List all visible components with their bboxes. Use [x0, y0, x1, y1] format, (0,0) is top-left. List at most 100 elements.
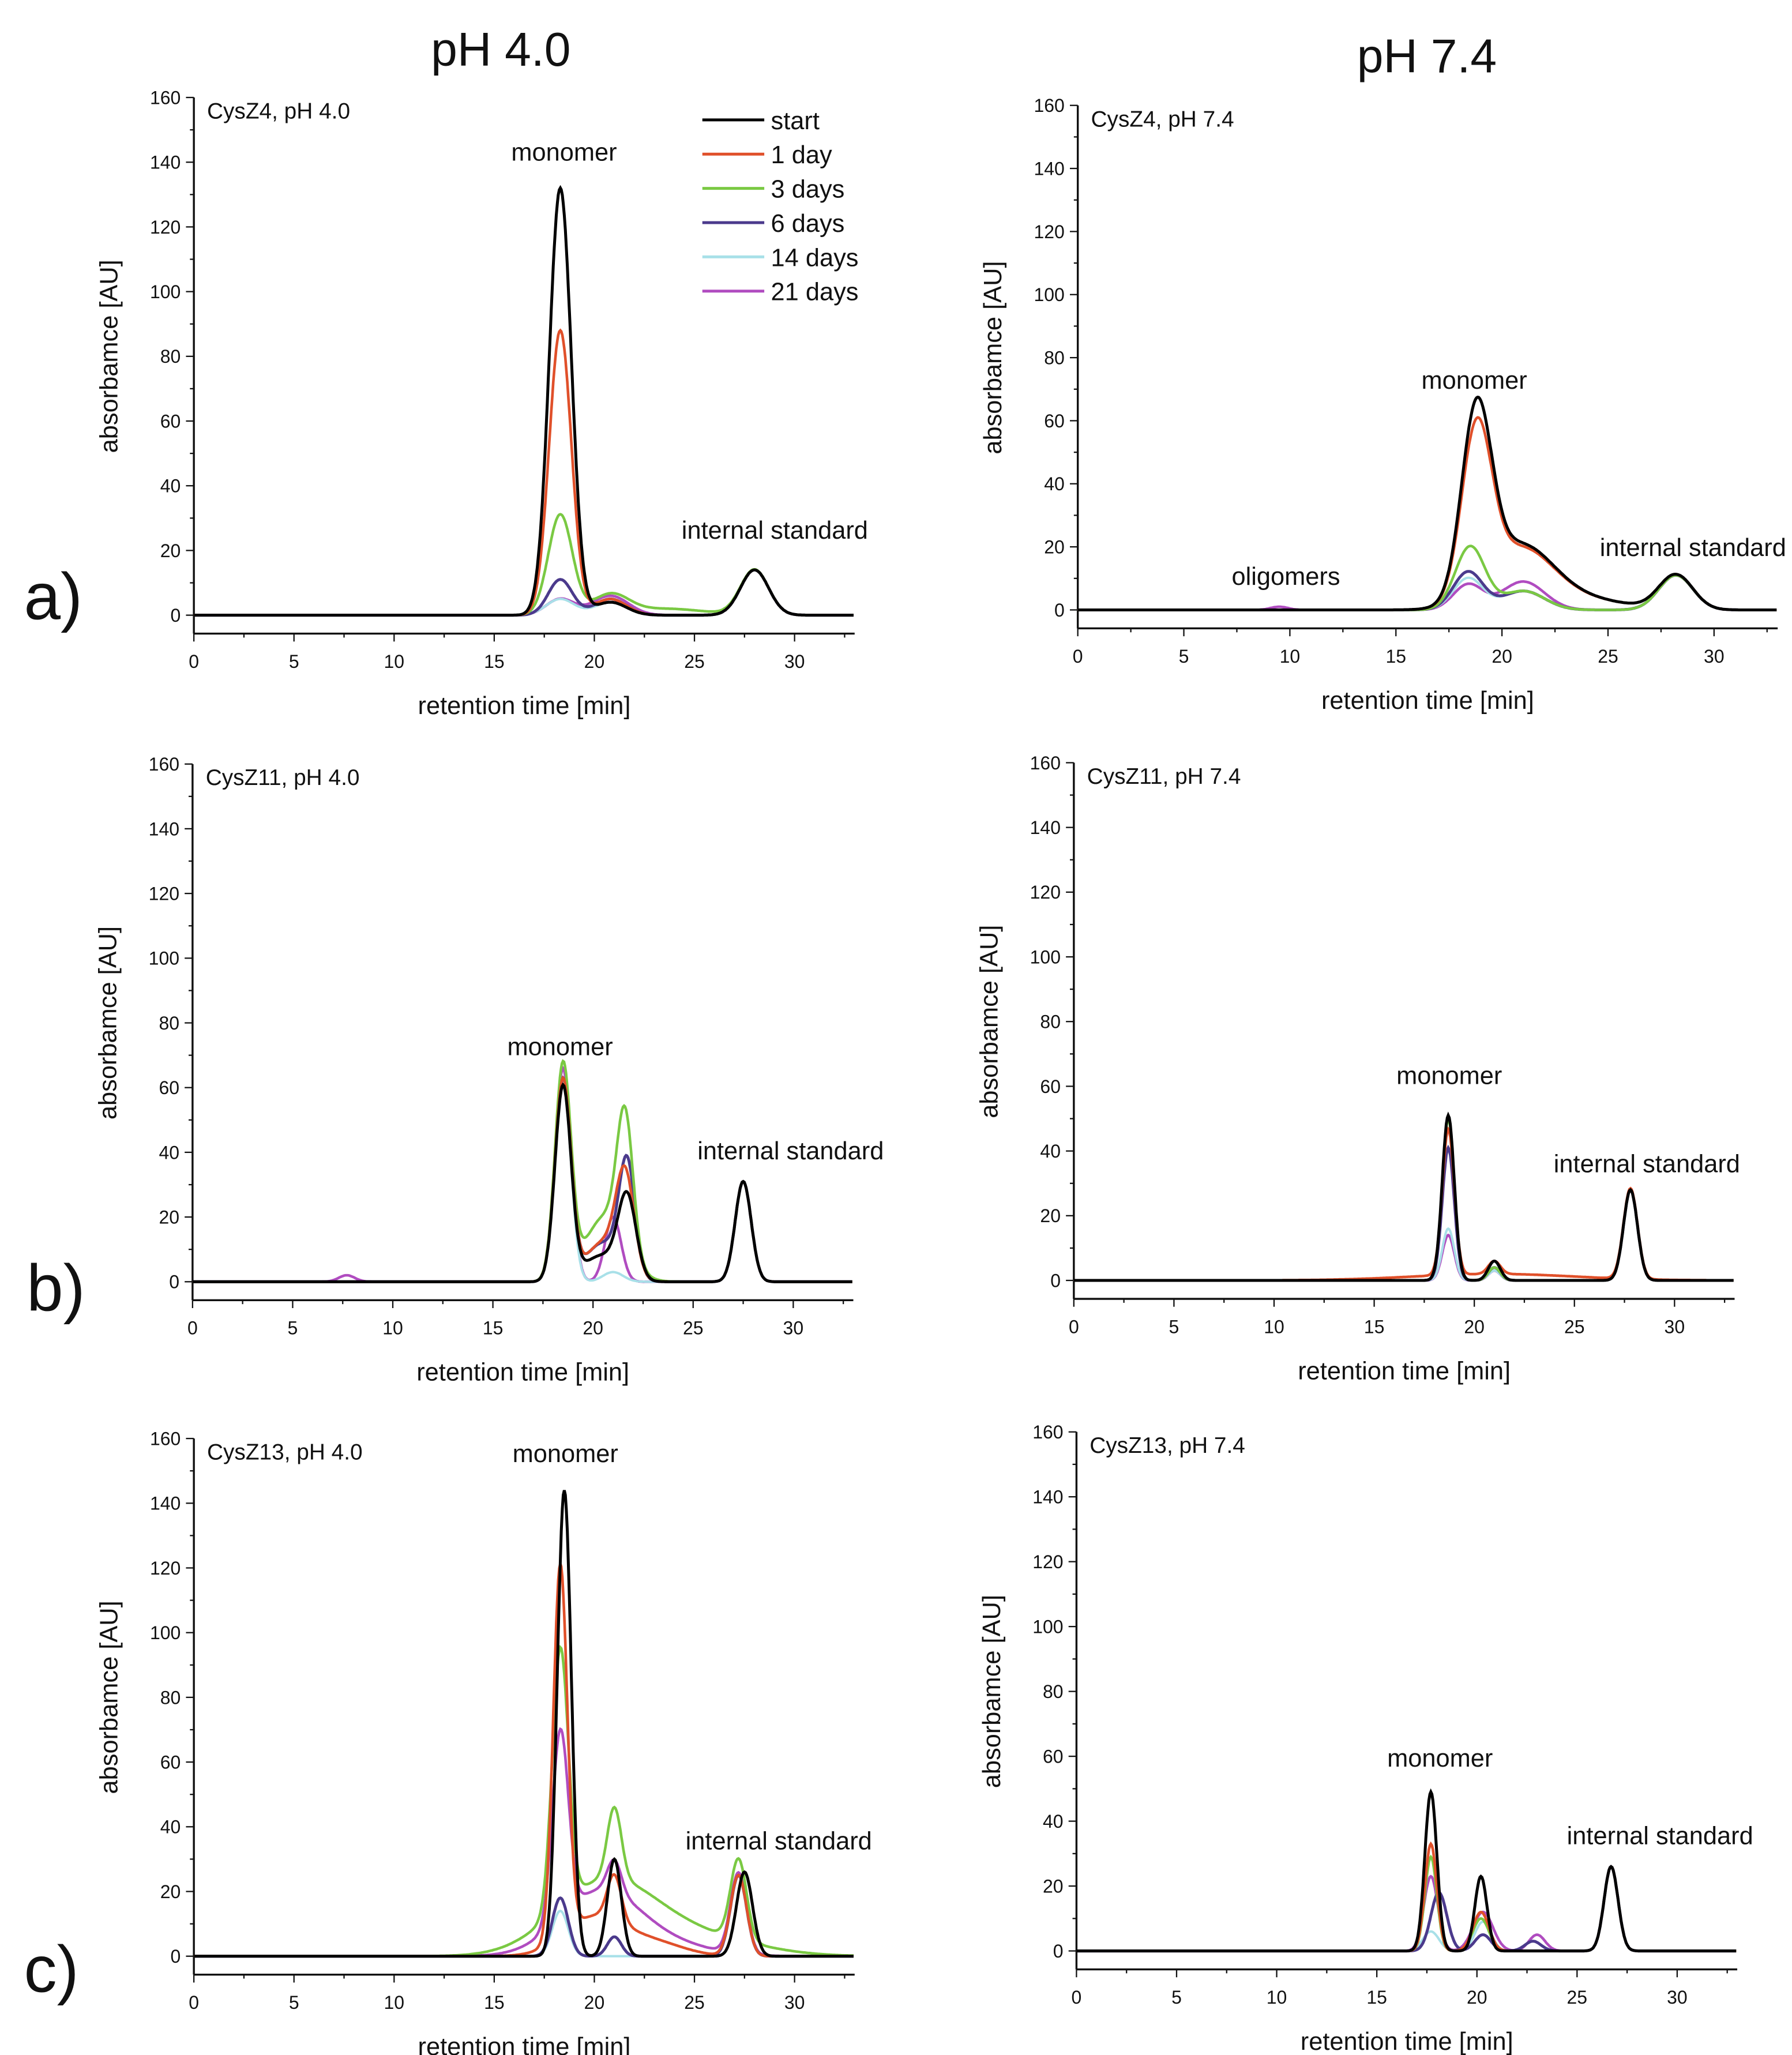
- y-tick-label: 60: [160, 1752, 181, 1773]
- header-ph40: pH 4.0: [431, 24, 570, 76]
- y-tick-label: 160: [150, 87, 181, 108]
- annotation: monomer: [511, 139, 617, 167]
- series-line-21-days: [192, 1065, 852, 1283]
- x-tick-label: 30: [1667, 1987, 1688, 2008]
- y-tick-label: 140: [1030, 817, 1061, 838]
- series-line-start: [194, 185, 854, 617]
- annotation: oligomers: [1232, 563, 1340, 591]
- y-tick-label: 140: [149, 818, 179, 839]
- y-axis-label: absorbamce [AU]: [94, 926, 122, 1119]
- series-line-21-days: [194, 568, 854, 617]
- x-tick-label: 10: [384, 1992, 405, 2013]
- legend-label: 6 days: [771, 210, 845, 238]
- x-tick-label: 5: [289, 651, 299, 672]
- annotation: internal standard: [1600, 534, 1786, 562]
- legend-label: 14 days: [771, 244, 859, 272]
- annotation: internal standard: [682, 517, 868, 544]
- x-tick-label: 5: [289, 1992, 299, 2013]
- annotation: monomer: [513, 1440, 618, 1468]
- y-tick-label: 40: [160, 1817, 181, 1838]
- chart-panel-6: 0 5 10 15 20 25 30 0 20 40 60 80 100 120 140 160 CysZ13,…: [978, 1422, 1753, 2055]
- chart-title: CysZ11, pH 4.0: [206, 765, 360, 790]
- x-axis-label: retention time [min]: [1298, 1357, 1511, 1385]
- x-tick-label: 30: [1704, 646, 1725, 667]
- y-tick-label: 80: [159, 1013, 179, 1034]
- series-line-start: [192, 1082, 852, 1283]
- y-tick-label: 100: [1030, 946, 1061, 967]
- series-line-1-day: [194, 1558, 854, 1958]
- chart-title: CysZ11, pH 7.4: [1087, 764, 1241, 789]
- series-line-start: [1077, 396, 1777, 611]
- series-line-14-days: [1077, 574, 1777, 611]
- x-tick-label: 10: [384, 651, 405, 672]
- series-line-21-days: [1076, 1865, 1737, 1952]
- y-tick-label: 80: [160, 346, 181, 367]
- y-tick-label: 80: [160, 1687, 181, 1708]
- x-axis-label: retention time [min]: [1301, 2028, 1513, 2055]
- x-tick-label: 30: [784, 1992, 805, 2013]
- y-tick-label: 40: [160, 476, 181, 497]
- y-tick-label: 60: [1044, 411, 1065, 431]
- annotation: internal standard: [1567, 1823, 1753, 1850]
- panel-label-c: c): [24, 1933, 79, 2006]
- y-tick-label: 0: [1054, 600, 1065, 621]
- chart-panel-4: 0 5 10 15 20 25 30 0 20 40 60 80 100 120 140 160 CysZ11,…: [975, 753, 1740, 1385]
- y-tick-label: 20: [1040, 1205, 1061, 1226]
- x-tick-label: 15: [484, 1992, 505, 2013]
- y-tick-label: 40: [1043, 1811, 1064, 1832]
- chart-title: CysZ13, pH 7.4: [1090, 1433, 1245, 1458]
- x-tick-label: 15: [484, 651, 505, 672]
- y-tick-label: 140: [150, 152, 181, 173]
- x-tick-label: 0: [1072, 1987, 1082, 2008]
- y-tick-label: 60: [159, 1077, 179, 1098]
- series-line-14-days: [192, 1082, 852, 1283]
- series-line-1-day: [192, 1075, 852, 1283]
- y-tick-label: 120: [1034, 221, 1065, 242]
- x-tick-label: 20: [1492, 646, 1512, 667]
- legend-label: 21 days: [771, 279, 859, 306]
- x-tick-label: 20: [583, 1318, 603, 1339]
- y-tick-label: 160: [149, 754, 179, 775]
- x-tick-label: 20: [1464, 1316, 1485, 1337]
- x-tick-label: 5: [1169, 1316, 1179, 1337]
- series-line-3-days: [192, 1059, 852, 1283]
- x-tick-label: 0: [189, 651, 199, 672]
- y-tick-label: 0: [1050, 1270, 1061, 1291]
- y-tick-label: 120: [1032, 1551, 1063, 1572]
- y-tick-label: 100: [149, 948, 179, 969]
- y-tick-label: 80: [1044, 348, 1065, 369]
- annotation: monomer: [1396, 1062, 1502, 1090]
- x-axis-label: retention time [min]: [416, 1359, 629, 1387]
- y-tick-label: 40: [1040, 1141, 1061, 1162]
- chart-panel-1: 0 5 10 15 20 25 30 0 20 40 60 80 100 120 140 160 CysZ4, …: [96, 87, 868, 719]
- x-tick-label: 10: [1280, 646, 1301, 667]
- y-tick-label: 100: [1034, 284, 1065, 305]
- y-tick-label: 20: [1044, 537, 1065, 558]
- x-tick-label: 20: [584, 651, 605, 672]
- chart-title: CysZ4, pH 7.4: [1091, 107, 1234, 132]
- y-axis-label: absorbamce [AU]: [96, 1601, 123, 1794]
- y-tick-label: 100: [150, 1622, 181, 1643]
- x-tick-label: 0: [1069, 1316, 1079, 1337]
- y-tick-label: 0: [169, 1272, 179, 1293]
- y-tick-label: 40: [159, 1142, 179, 1163]
- y-tick-label: 60: [160, 411, 181, 431]
- x-tick-label: 25: [1567, 1987, 1588, 2008]
- y-tick-label: 160: [1034, 95, 1065, 116]
- y-tick-label: 40: [1044, 474, 1065, 494]
- series-line-start: [1076, 1788, 1737, 1953]
- x-tick-label: 10: [1264, 1316, 1284, 1337]
- annotation: monomer: [1387, 1745, 1493, 1772]
- chart-title: CysZ13, pH 4.0: [207, 1440, 363, 1465]
- annotation: monomer: [1422, 367, 1527, 395]
- x-tick-label: 10: [1267, 1987, 1287, 2008]
- annotation: internal standard: [1554, 1151, 1740, 1178]
- annotation: internal standard: [697, 1137, 884, 1165]
- series-line-1-day: [1077, 416, 1777, 611]
- annotation: internal standard: [686, 1828, 872, 1855]
- y-tick-label: 0: [171, 1946, 181, 1967]
- x-tick-label: 25: [683, 1318, 704, 1339]
- y-tick-label: 20: [160, 1881, 181, 1902]
- legend-label: 1 day: [771, 141, 832, 169]
